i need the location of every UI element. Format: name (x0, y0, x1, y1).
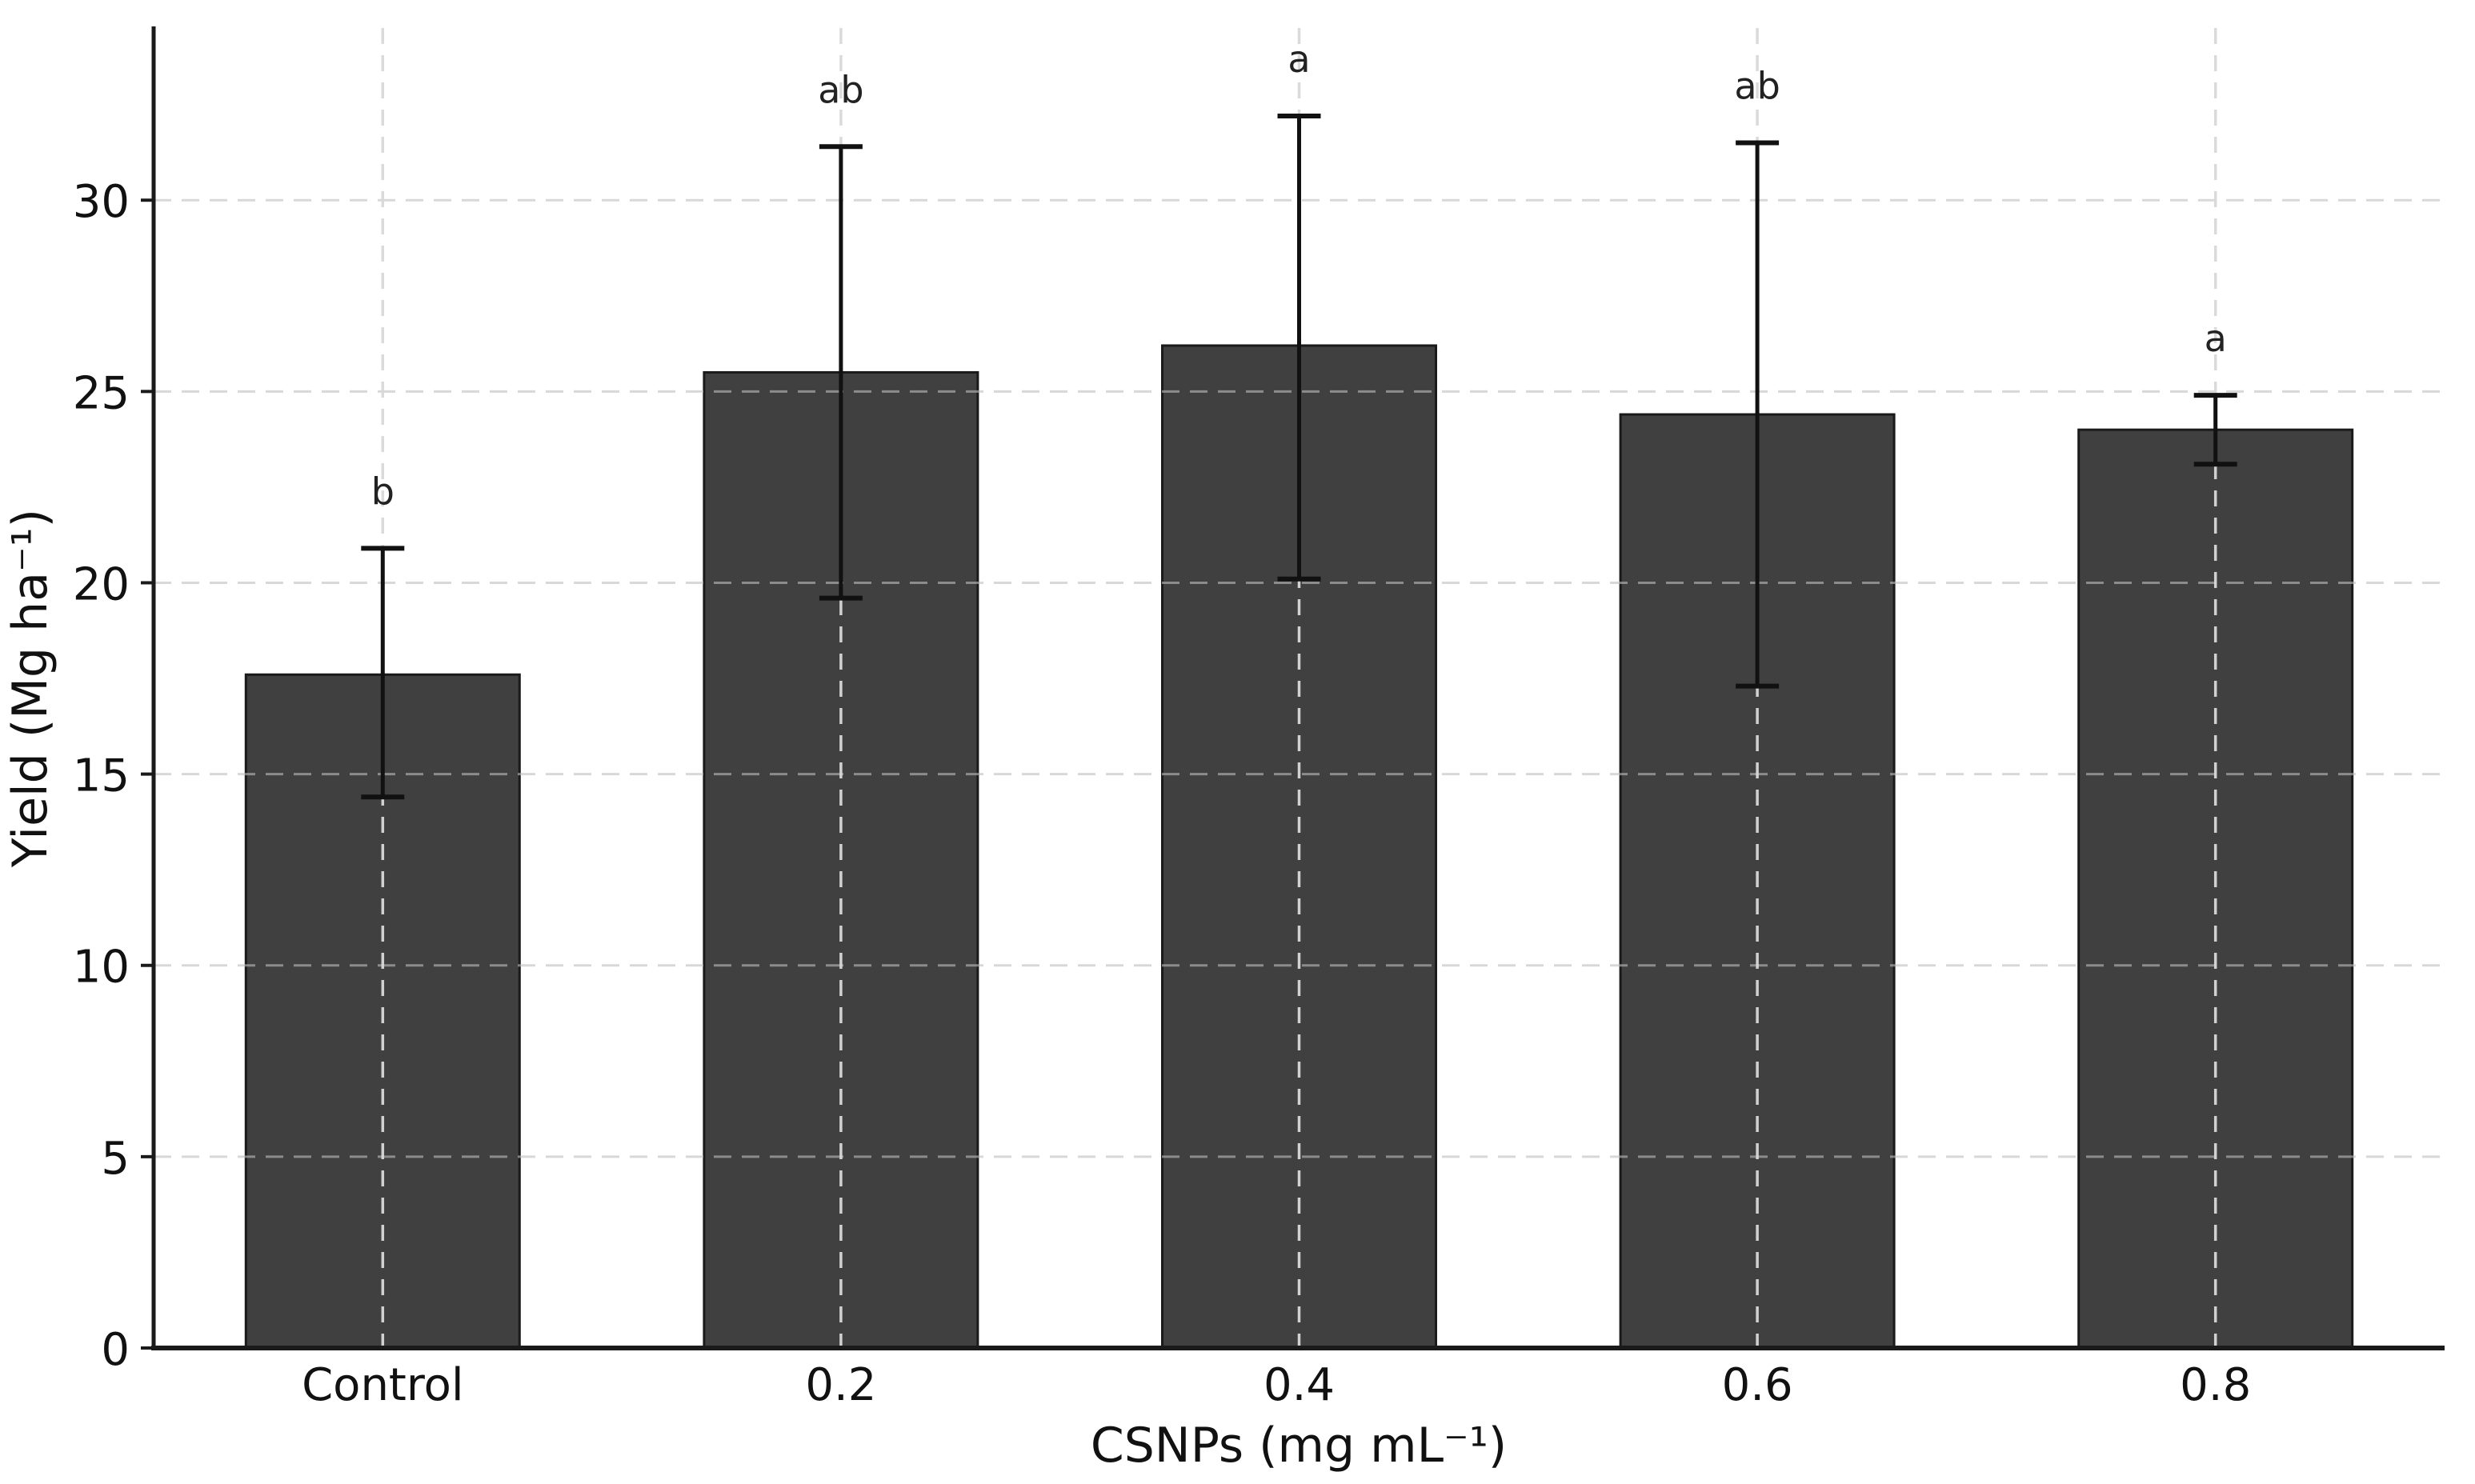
significance-letter-0.8: a (2205, 317, 2227, 360)
x-tick-label-0.4: 0.4 (1264, 1359, 1335, 1411)
significance-letter-Control: b (371, 470, 394, 513)
y-tick-label-5: 5 (101, 1133, 130, 1185)
x-axis-title: CSNPs (mg mL⁻¹) (1091, 1418, 1507, 1474)
y-tick-label-25: 25 (73, 367, 130, 419)
significance-letter-0.2: ab (818, 68, 863, 111)
y-tick-label-15: 15 (73, 750, 130, 802)
plot-layer: b ab a ab a 0 5 10 15 20 25 30 Control 0.2 0.4 0.6 0.8 (73, 26, 2445, 1411)
y-tick-label-0: 0 (101, 1324, 130, 1376)
significance-letter-0.6: ab (1734, 64, 1780, 107)
y-axis-title: Yield (Mg ha⁻¹) (2, 509, 58, 868)
x-tick-label-0.6: 0.6 (1722, 1359, 1793, 1411)
x-tick-label-Control: Control (302, 1359, 463, 1411)
y-tick-label-20: 20 (73, 558, 130, 610)
x-tick-label-0.8: 0.8 (2180, 1359, 2251, 1411)
x-tick-label-0.2: 0.2 (805, 1359, 876, 1411)
significance-letter-0.4: a (1288, 38, 1310, 81)
y-tick-label-10: 10 (73, 942, 130, 994)
y-tick-label-30: 30 (73, 176, 130, 228)
